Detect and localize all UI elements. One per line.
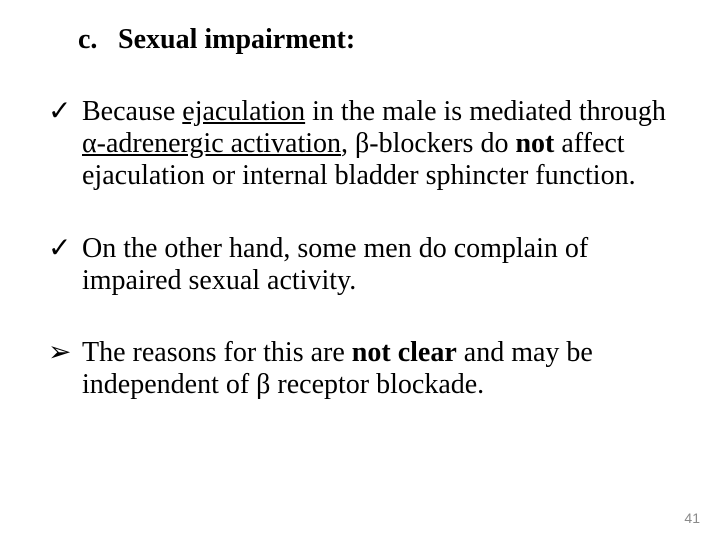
text-segment: Because [82, 96, 182, 127]
text-segment: not clear [352, 337, 457, 368]
text-segment: ejaculation [182, 96, 305, 127]
text-segment: On the other hand, some men do complain … [82, 233, 588, 296]
section-heading: c. Sexual impairment: [78, 24, 672, 56]
bullet-text: Because ejaculation in the male is media… [82, 96, 672, 193]
slide-page: c. Sexual impairment: ✓ Because ejaculat… [0, 0, 720, 540]
text-segment: α-adrenergic activation [82, 128, 341, 159]
text-segment: The reasons for this are [82, 337, 352, 368]
bullet-text: On the other hand, some men do complain … [82, 233, 672, 297]
check-icon: ✓ [48, 233, 82, 297]
text-segment: in the male is mediated through [305, 96, 666, 127]
text-segment: , β-blockers do [341, 128, 515, 159]
bullet-item: ✓ On the other hand, some men do complai… [48, 233, 672, 297]
bullet-item: ✓ Because ejaculation in the male is med… [48, 96, 672, 193]
check-icon: ✓ [48, 96, 82, 193]
bullet-item: ➢ The reasons for this are not clear and… [48, 337, 672, 401]
heading-letter: c. [78, 24, 118, 56]
page-number: 41 [684, 510, 700, 526]
text-segment: not [515, 128, 554, 159]
bullet-text: The reasons for this are not clear and m… [82, 337, 672, 401]
heading-title: Sexual impairment: [118, 24, 355, 56]
arrow-icon: ➢ [48, 337, 82, 401]
